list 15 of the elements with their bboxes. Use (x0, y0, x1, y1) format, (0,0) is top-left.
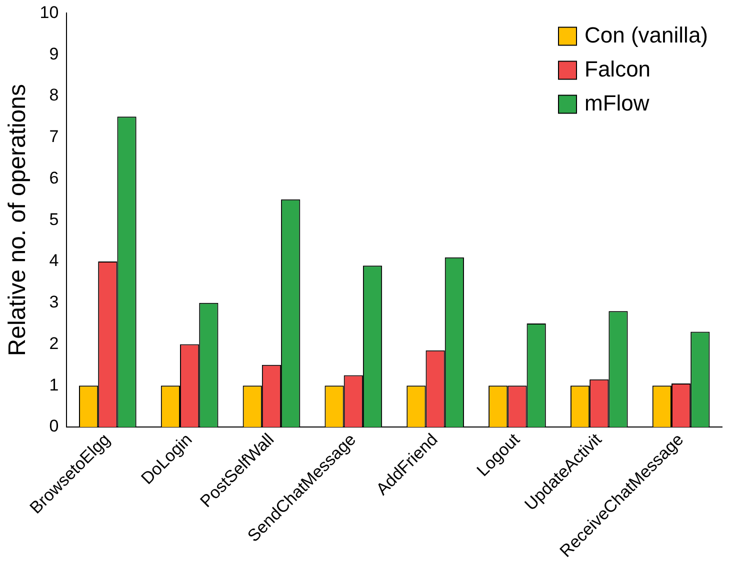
y-tick-label: 0 (49, 416, 59, 436)
y-tick-label: 9 (49, 44, 59, 64)
y-tick-label: 8 (49, 86, 59, 105)
legend-label: Falcon (584, 56, 651, 82)
y-tick-label: 4 (49, 251, 59, 270)
legend-label: Con (vanilla) (584, 22, 708, 48)
y-tick-label: 10 (40, 2, 59, 22)
y-tick-label: 3 (49, 292, 59, 312)
y-tick-label: 2 (49, 334, 59, 353)
y-tick-label: 6 (49, 168, 59, 188)
y-tick-label: 7 (49, 127, 59, 146)
y-tick-label: 5 (49, 210, 59, 229)
y-axis-title: Relative no. of operations (4, 84, 32, 356)
y-tick-label: 1 (49, 375, 59, 394)
legend-label: mFlow (584, 90, 650, 116)
